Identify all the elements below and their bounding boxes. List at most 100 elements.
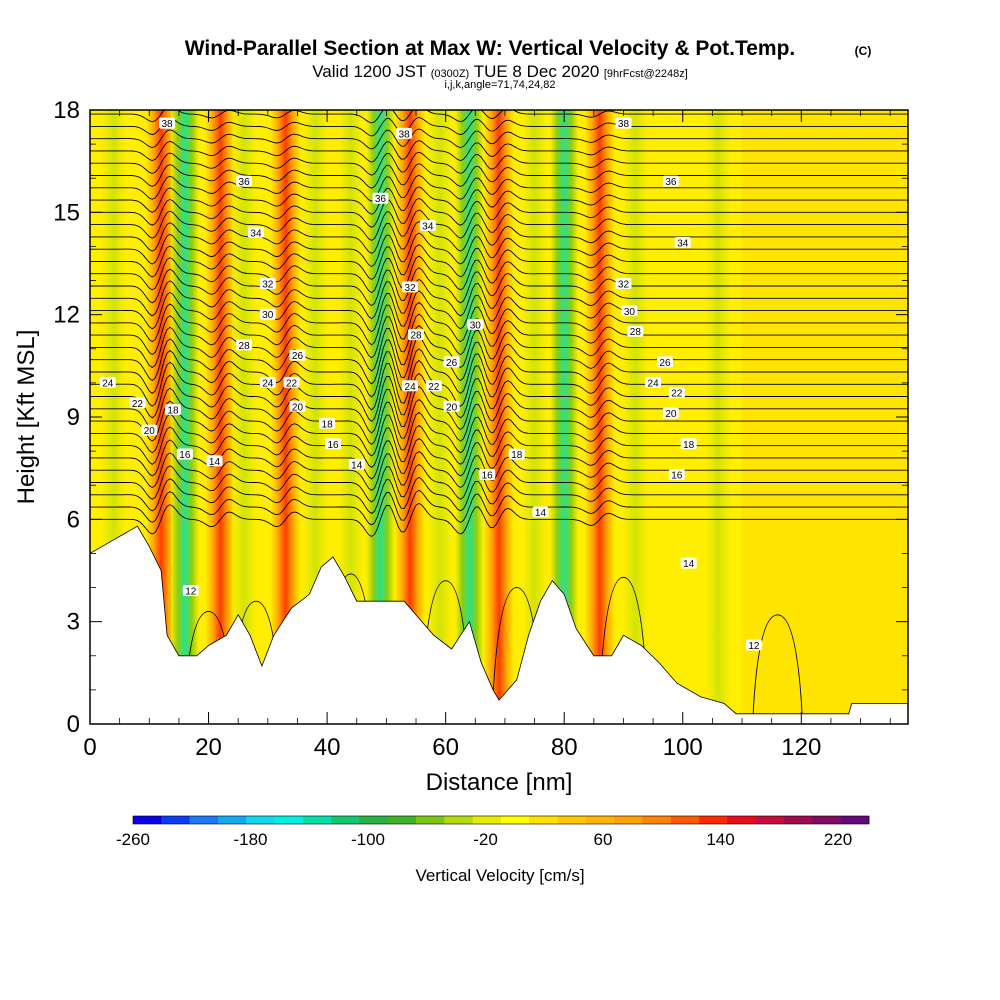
isotherm-line [90,463,908,503]
x-tick-label: 120 [781,734,821,761]
colorbar [132,815,870,825]
isotherm-label-text: 24 [262,378,274,389]
isotherm-line [90,117,908,137]
isotherm-label-text: 18 [511,450,523,461]
isotherm-label-text: 14 [535,508,547,519]
weak-updraft-region [742,110,908,724]
colorbar-swatch [670,816,700,824]
isotherm-line [90,244,908,281]
isotherm-label-text: 24 [648,378,660,389]
isotherm-label: 32 [615,277,632,290]
isotherm-label: 28 [408,329,425,342]
plot-area: 38 38 38 36 36 36 34 34 34 32 32 32 30 30 30 28 28 28 26 26… [90,110,908,724]
isotherm-label-text: 28 [410,331,422,342]
isotherm-label-text: 14 [209,457,221,468]
isotherm-line [90,186,908,215]
isotherm-label: 24 [99,376,116,389]
isotherm-label-text: 18 [167,406,179,417]
colorbar-swatch [387,816,417,824]
colorbar-tick-label: -100 [351,830,385,849]
isotherm-label-text: 38 [161,119,173,130]
isotherm-label-text: 24 [405,382,417,393]
isotherm-label-text: 30 [624,307,636,318]
subtitle-forecast: [9hrFcst@2248z] [604,68,688,80]
colorbar-swatch [557,816,587,824]
isotherm-label: 16 [479,468,496,481]
x-tick-label: 80 [551,734,578,761]
x-tick-label: 40 [314,734,341,761]
isotherm-line [90,232,908,268]
isotherm-label-text: 14 [351,460,363,471]
isotherm-label: 24 [259,376,276,389]
isotherm-line [90,197,908,228]
subtitle-date: TUE 8 Dec 2020 [474,62,600,81]
colorbar-tick-label: 140 [706,830,734,849]
colorbar-swatch [529,816,559,824]
weak-downdraft-band [706,110,731,724]
isotherm-label: 36 [236,175,253,188]
isotherm-label: 20 [289,400,306,413]
isotherm-label: 38 [159,117,176,130]
isotherm-line [90,336,908,385]
isotherm-label-text: 16 [482,470,494,481]
isotherm-line [90,290,908,333]
isotherm-label-text: 22 [428,382,440,393]
isotherm-line [90,267,908,307]
isotherm-label: 16 [668,468,685,481]
isotherm-line [90,398,908,446]
isotherm-label-text: 26 [292,351,304,362]
colorbar-swatch [642,816,672,824]
terrain [90,525,908,724]
isotherm-label: 16 [176,448,193,461]
x-tick-label: 0 [83,734,96,761]
y-axis-title: Height [Kft MSL] [13,330,40,505]
isotherm-label: 14 [206,455,223,468]
isotherm-label: 18 [680,438,697,451]
isotherm-label: 38 [615,117,632,130]
colorbar-swatch [161,816,191,824]
isotherm-label: 14 [532,506,549,519]
isotherm-label: 12 [745,639,762,652]
colorbar-tick-label: -180 [233,830,267,849]
isotherm-label-text: 24 [102,378,114,389]
isotherm-labels: 38 38 38 36 36 36 34 34 34 32 32 32 30 30 30 28 28 28 26 26… [99,117,762,652]
isotherm-label: 22 [425,380,442,393]
copyright-mark: (C) [855,44,872,58]
isotherm-label-text: 34 [250,228,262,239]
isotherm-line [752,614,804,724]
isotherm-label: 18 [508,448,525,461]
isotherm-label: 30 [621,305,638,318]
isotherm-label-text: 16 [179,450,191,461]
isotherm-label: 28 [236,339,253,352]
colorbar-swatch [217,816,247,824]
colorbar-swatch [501,816,530,824]
y-tick-label: 9 [67,404,80,431]
isotherm-line [90,476,908,514]
isotherm-label: 20 [141,424,158,437]
isotherm-label: 22 [129,397,146,410]
weak-downdraft-band [623,110,648,724]
isotherm-label-text: 36 [665,177,677,188]
isotherm-label: 34 [419,219,436,232]
isotherm-label-text: 32 [618,279,630,290]
isotherm-label-text: 22 [671,389,683,400]
isotherm-line [90,424,908,468]
isotherm-label-text: 30 [262,310,274,321]
isotherm-label: 24 [645,376,662,389]
isotherm-line [90,140,908,163]
colorbar-swatch [727,816,757,824]
isotherm-label-text: 28 [239,341,251,352]
isotherm-label-text: 34 [677,239,689,250]
isotherm-label: 30 [467,318,484,331]
colorbar-swatch [699,816,728,824]
isotherm-label-text: 26 [446,358,458,369]
colorbar-swatch [416,816,445,824]
isotherm-label-text: 20 [665,409,677,420]
colorbar-labels: -260 -180 -100 -20 60 140 220 [116,830,852,849]
x-tick-label: 100 [663,734,703,761]
isotherm-line [90,411,908,457]
isotherm-label: 34 [247,226,264,239]
colorbar-swatch [359,816,389,824]
isotherm-label: 28 [627,325,644,338]
